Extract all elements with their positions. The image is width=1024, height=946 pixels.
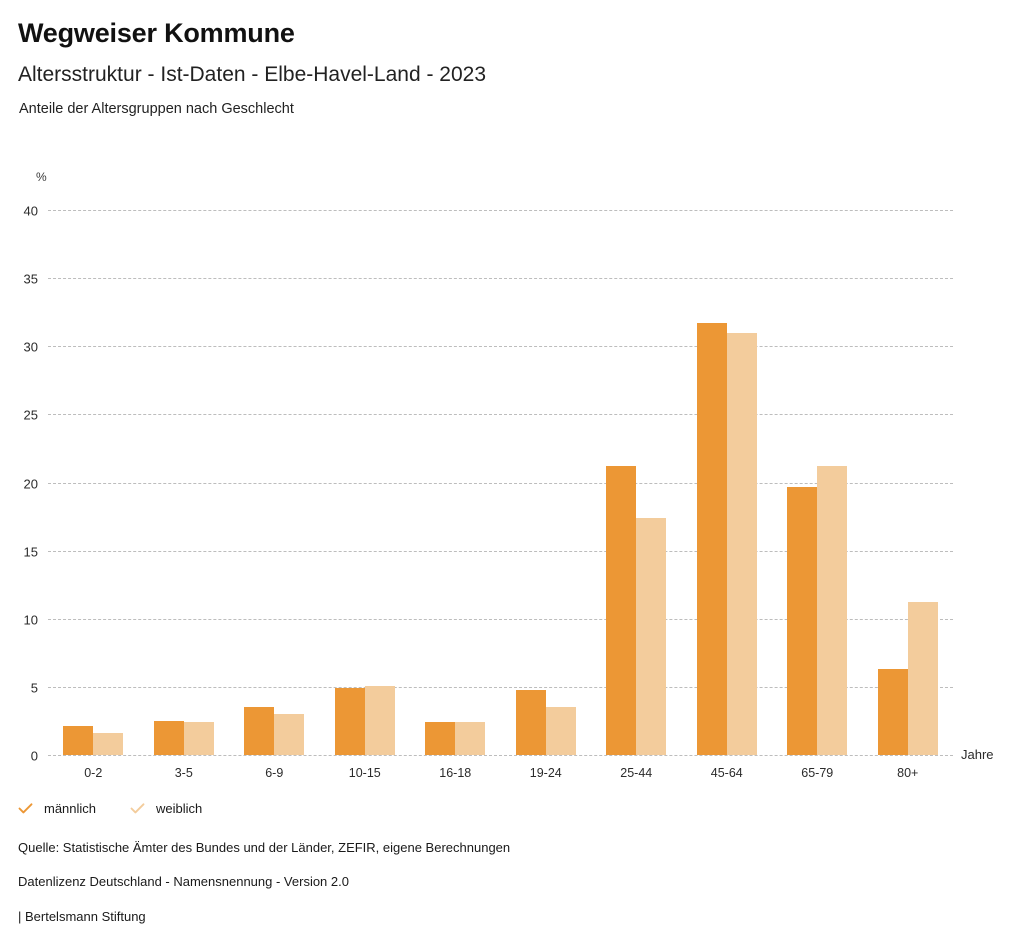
bar-männlich-3-5[interactable] [153, 720, 184, 755]
y-axis-tick-label: 40 [23, 203, 38, 219]
gridline: 30 [24, 340, 953, 355]
chart-footer: Quelle: Statistische Ämter des Bundes un… [18, 840, 978, 925]
bar-männlich-80+[interactable] [877, 669, 908, 755]
bar-weiblich-45-64[interactable] [726, 332, 757, 755]
bar-weiblich-19-24[interactable] [545, 707, 576, 755]
bar-weiblich-16-18[interactable] [455, 722, 486, 755]
x-axis-tick-label: 6-9 [265, 766, 284, 780]
bar-group: 19-24 [501, 210, 592, 780]
x-axis-tick-label: 10-15 [348, 766, 381, 780]
legend-label: männlich [44, 801, 97, 816]
footer-line: Datenlizenz Deutschland - Namensnennung … [18, 874, 349, 890]
bar-weiblich-10-15[interactable] [364, 685, 395, 755]
bar-groups: 0-2 3-5 6-9 10-15 16-18 19-24 25-44 45-64 65-79 8… [48, 210, 954, 780]
bar-männlich-45-64[interactable] [696, 323, 727, 755]
legend-item-männlich[interactable]: männlich [18, 802, 96, 815]
chart-legend: männlich weiblich [18, 802, 202, 815]
chart-header: Wegweiser Kommune Altersstruktur - Ist-D… [0, 0, 1024, 118]
x-axis-tick-label: 19-24 [529, 766, 562, 780]
bar-weiblich-25-44[interactable] [636, 517, 667, 755]
bar-group: 6-9 [229, 210, 320, 780]
bar-männlich-0-2[interactable] [63, 726, 94, 755]
plot-area: 0 5 10 15 20 25 30 35 40 0-2 3-5 6-9 10-15 16-18 19-2… [24, 204, 994, 781]
bar-group: 10-15 [320, 210, 411, 780]
gridline: 20 [24, 476, 953, 491]
x-axis-tick-label: 3-5 [174, 766, 193, 780]
bar-männlich-65-79[interactable] [787, 486, 818, 755]
y-axis-tick-label: 10 [23, 612, 38, 628]
bar-weiblich-80+[interactable] [907, 602, 938, 755]
gridline: 15 [24, 544, 953, 559]
bar-weiblich-6-9[interactable] [274, 714, 305, 755]
y-axis-tick-label: 15 [23, 544, 38, 560]
bar-group: 80+ [863, 210, 954, 780]
y-axis-tick-label: 20 [23, 476, 38, 491]
legend-item-weiblich[interactable]: weiblich [130, 802, 202, 815]
bar-männlich-10-15[interactable] [334, 688, 365, 755]
bar-weiblich-0-2[interactable] [93, 733, 124, 755]
chart-subtitle: Altersstruktur - Ist-Daten - Elbe-Havel-… [18, 62, 487, 86]
bar-männlich-25-44[interactable] [606, 466, 637, 755]
x-axis-label: Jahre [961, 747, 994, 762]
x-axis-tick-label: 45-64 [710, 766, 743, 780]
bar-group: 16-18 [410, 210, 501, 780]
gridline: 10 [24, 612, 953, 627]
x-axis-tick-label: 25-44 [620, 766, 653, 780]
footer-line: | Bertelsmann Stiftung [18, 908, 146, 924]
x-axis-tick-label: 80+ [897, 766, 919, 780]
bar-weiblich-3-5[interactable] [183, 722, 214, 755]
y-axis-unit: % [36, 170, 47, 184]
gridline: 0 [31, 749, 953, 764]
y-axis-tick-label: 5 [30, 680, 38, 696]
chart-description: Anteile der Altersgruppen nach Geschlech… [19, 101, 294, 118]
check-icon [18, 802, 33, 815]
y-axis-tick-label: 35 [23, 271, 38, 287]
gridline: 35 [24, 272, 953, 287]
y-axis-tick-label: 25 [23, 407, 38, 423]
bar-männlich-19-24[interactable] [515, 689, 546, 755]
gridline: 25 [24, 408, 953, 423]
x-axis-tick-label: 65-79 [801, 766, 834, 780]
footer-line: Quelle: Statistische Ämter des Bundes un… [18, 840, 511, 855]
chart-container: % 0 5 10 15 20 25 30 35 40 0-2 3-5 6-9 10-15 16-18 19… [0, 160, 1024, 800]
legend-label: weiblich [156, 801, 203, 816]
bar-group: 45-64 [682, 210, 773, 780]
y-axis-tick-label: 0 [30, 748, 38, 764]
gridline: 5 [31, 680, 953, 695]
bar-group: 65-79 [772, 210, 863, 780]
bar-group: 0-2 [48, 210, 139, 780]
y-axis-tick-label: 30 [23, 339, 38, 355]
bar-group: 25-44 [591, 210, 682, 780]
page-title: Wegweiser Kommune [18, 18, 295, 48]
bar-weiblich-65-79[interactable] [817, 466, 848, 755]
bar-männlich-16-18[interactable] [425, 722, 456, 755]
gridline: 40 [24, 204, 953, 219]
bar-männlich-6-9[interactable] [244, 707, 275, 755]
x-axis-tick-label: 16-18 [439, 766, 472, 780]
check-icon [130, 802, 145, 815]
x-axis-tick-label: 0-2 [84, 766, 103, 780]
bar-group: 3-5 [139, 210, 230, 780]
